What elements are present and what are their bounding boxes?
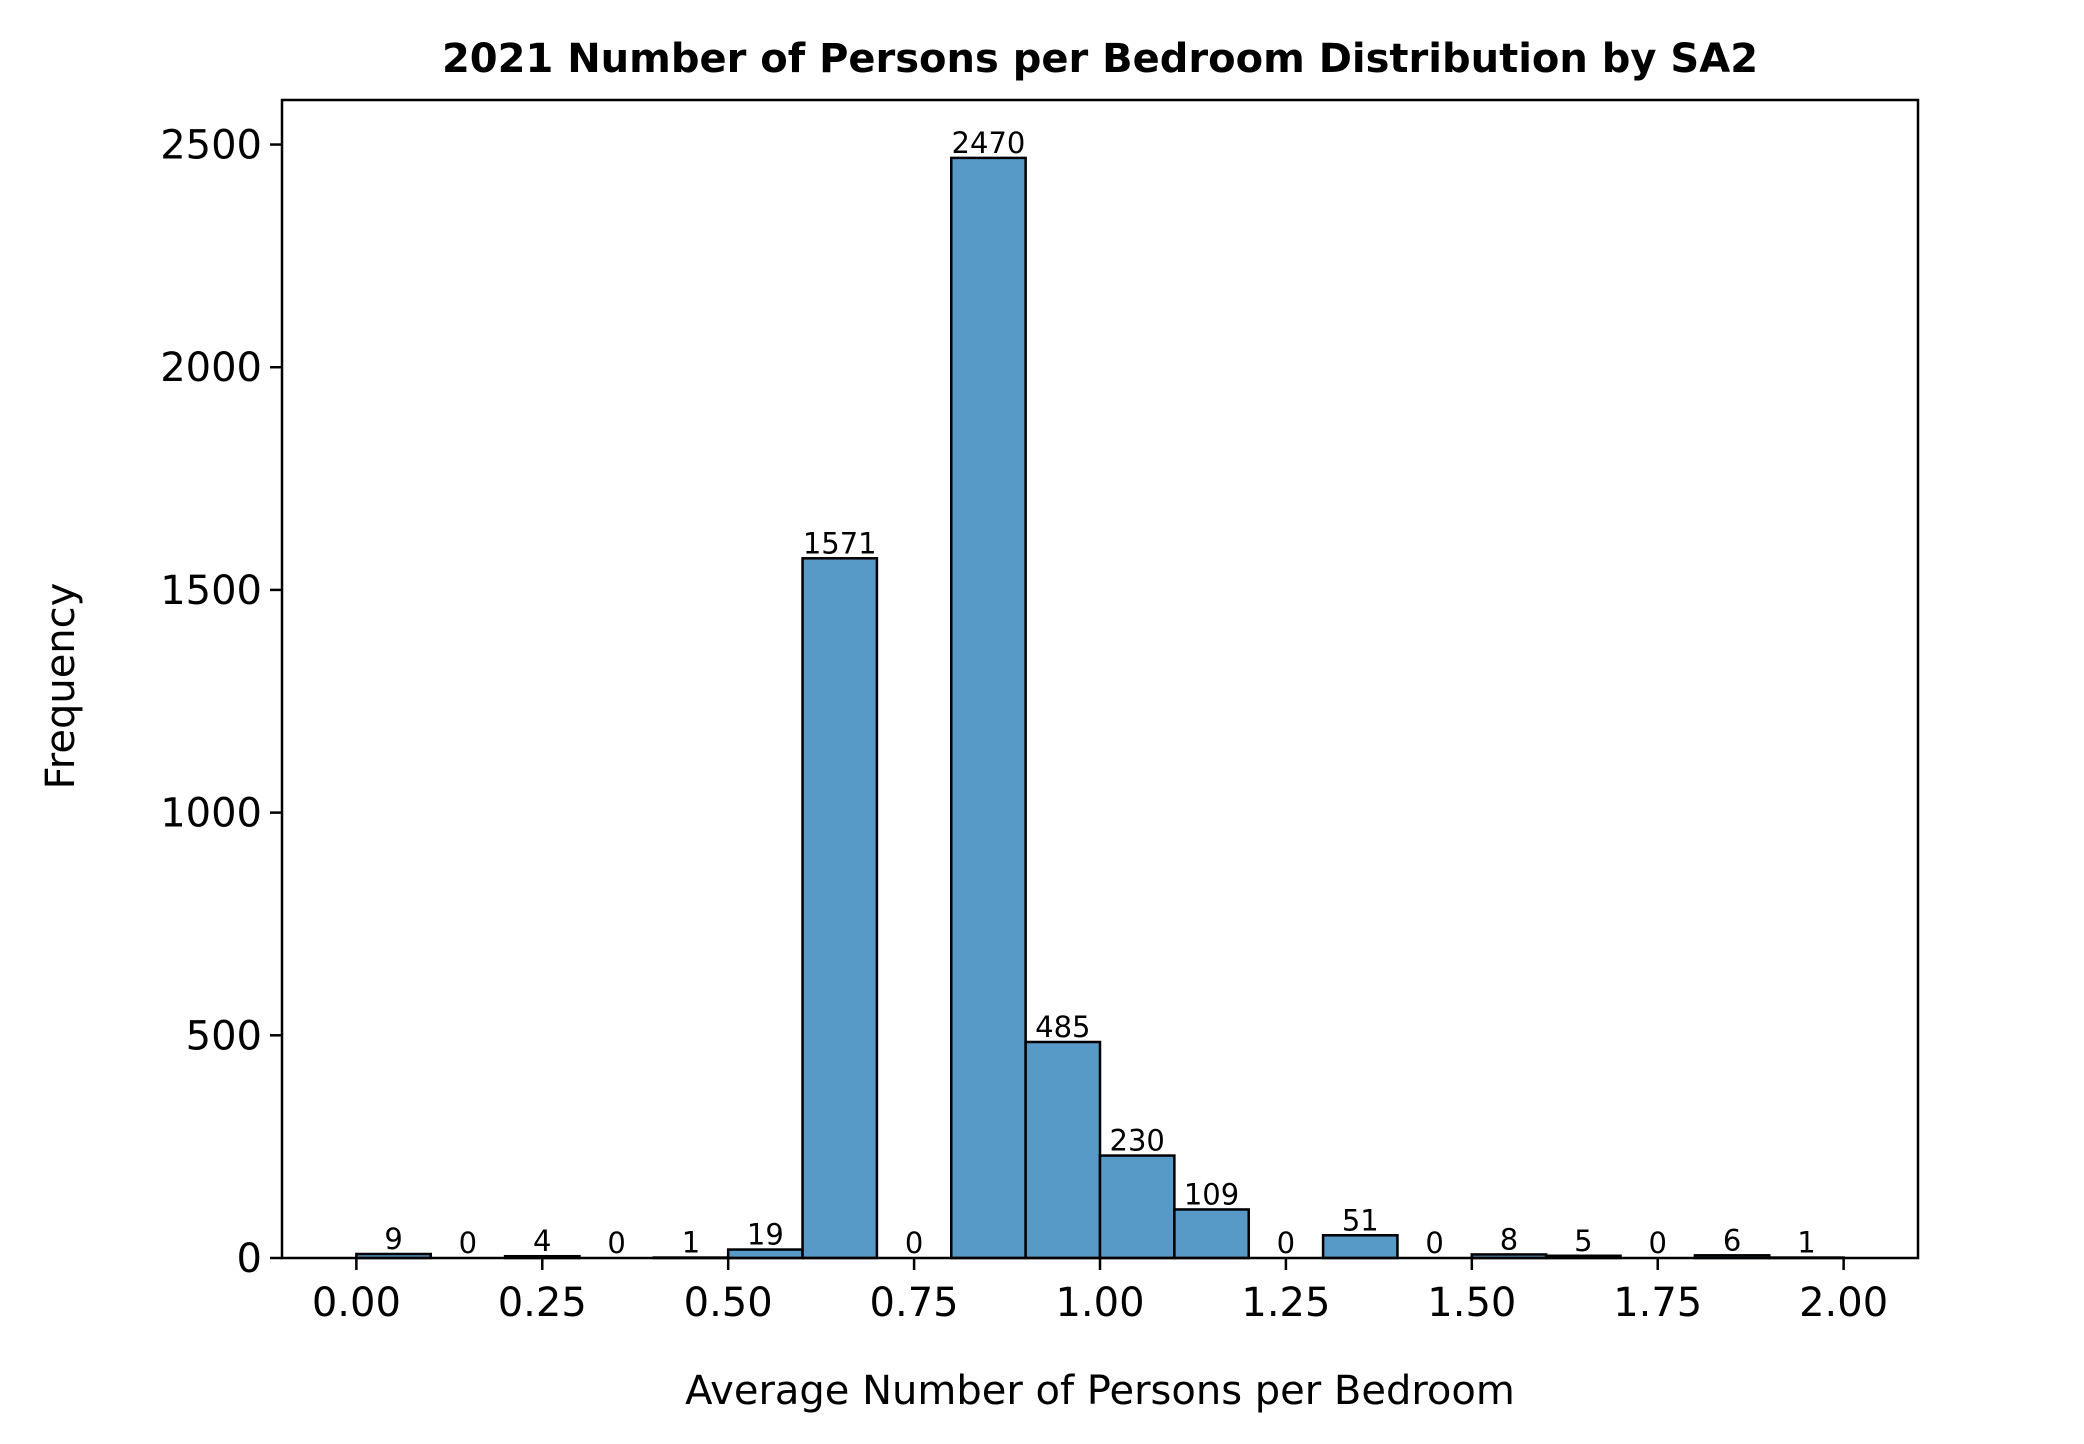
y-axis-label: Frequency	[38, 583, 84, 790]
x-tick-label: 1.00	[1055, 1280, 1144, 1326]
bar-value-label: 51	[1342, 1203, 1379, 1237]
bar-value-label: 485	[1035, 1010, 1090, 1044]
y-tick-label: 0	[237, 1236, 262, 1282]
bar-value-label: 8	[1500, 1222, 1518, 1256]
x-tick-label: 0.25	[498, 1280, 587, 1326]
x-tick-label: 1.50	[1427, 1280, 1516, 1326]
histogram-bar	[950, 156, 1027, 1260]
x-tick-label: 1.75	[1613, 1280, 1702, 1326]
x-tick-label: 1.25	[1241, 1280, 1330, 1326]
y-tick-label: 500	[186, 1013, 262, 1059]
bar-value-label: 2470	[952, 126, 1026, 160]
bar-value-label: 0	[1649, 1226, 1667, 1260]
histogram-bar	[1024, 1040, 1102, 1260]
bar-value-label: 9	[384, 1222, 402, 1256]
x-tick-label: 0.50	[684, 1280, 773, 1326]
y-tick-label: 1500	[160, 568, 262, 614]
bar-value-label: 1	[682, 1226, 700, 1260]
bar-value-label: 19	[747, 1218, 784, 1252]
histogram-bar	[1098, 1154, 1176, 1260]
y-tick-label: 2500	[160, 123, 262, 169]
bar-value-label: 109	[1184, 1177, 1239, 1211]
histogram-bar	[1321, 1234, 1399, 1260]
x-tick-label: 0.00	[312, 1280, 401, 1326]
chart-title: 2021 Number of Persons per Bedroom Distr…	[442, 36, 1758, 82]
bar-value-label: 1	[1797, 1226, 1815, 1260]
bar-value-label: 6	[1723, 1223, 1741, 1257]
x-tick-label: 0.75	[870, 1280, 959, 1326]
x-tick-label: 2.00	[1799, 1280, 1888, 1326]
bar-value-label: 5	[1574, 1224, 1592, 1258]
plot-frame	[280, 98, 1920, 1260]
bars-group	[355, 156, 1845, 1260]
bar-value-label: 230	[1110, 1124, 1165, 1158]
bar-value-label: 0	[607, 1226, 625, 1260]
bar-value-label: 0	[905, 1226, 923, 1260]
y-axis: 0 500 1000 1500 2000 2500	[160, 123, 282, 1282]
histogram-bar	[1173, 1208, 1250, 1260]
bar-value-label: 4	[533, 1224, 551, 1258]
bar-labels-group: 9 0 4 0 1 19 1571 0 2470 485 230 109 0 51 0 8 5 0 6 1	[384, 126, 1815, 1260]
bar-value-label: 0	[1277, 1226, 1295, 1260]
bar-value-label: 1571	[803, 526, 877, 560]
bar-value-label: 0	[459, 1226, 477, 1260]
histogram-bar	[801, 557, 879, 1260]
bar-value-label: 0	[1425, 1226, 1443, 1260]
x-axis: 0.00 0.25 0.50 0.75 1.00 1.25 1.50 1.75 2.00	[312, 1258, 1888, 1326]
y-tick-label: 2000	[160, 345, 262, 391]
y-tick-label: 1000	[160, 791, 262, 837]
x-axis-label: Average Number of Persons per Bedroom	[685, 1368, 1515, 1414]
